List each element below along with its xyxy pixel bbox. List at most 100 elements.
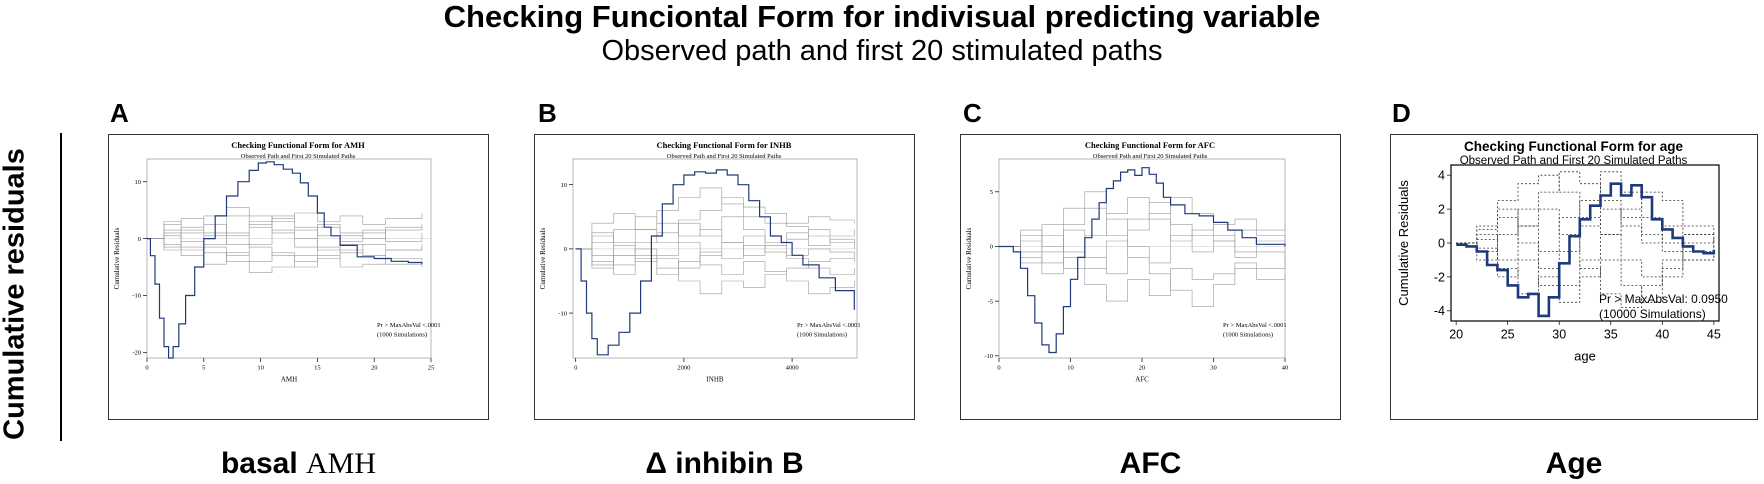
simulated-path (999, 246, 1286, 302)
chart-b: Checking Functional Form for INHB Observe… (539, 140, 861, 384)
chart-title: Checking Functional Form for age (1464, 139, 1684, 154)
caption-c: AFC (960, 447, 1341, 481)
x-tick-label: 5 (202, 365, 205, 372)
pvalue-annotation: (10000 Simulations) (1599, 307, 1706, 321)
y-axis-label: Cumulative Residuals (965, 227, 973, 289)
simulated-path (1456, 174, 1715, 278)
pvalue-annotation: (1000 Simulations) (377, 332, 427, 339)
x-tick-label: 35 (1604, 328, 1618, 342)
panel-c: Checking Functional Form for AFC Observed… (960, 134, 1341, 420)
simulated-path (147, 221, 423, 248)
simulated-path (147, 207, 423, 239)
simulated-path (1456, 191, 1715, 286)
y-axis-label: Cumulative Residuals (113, 227, 121, 289)
pvalue-annotation: Pr > MaxAbsVal <.0001 (377, 322, 441, 329)
chart-subtitle: Observed Path and First 20 Simulated Pat… (241, 153, 356, 160)
chart-title: Checking Functional Form for AFC (1085, 140, 1215, 150)
y-tick-label: 0 (1438, 236, 1445, 250)
figure-title: Checking Funciontal Form for indivisual … (443, 0, 1321, 34)
plot-frame (146, 158, 432, 359)
simulated-path (147, 215, 423, 251)
x-tick-label: 20 (371, 365, 378, 372)
simulated-path (575, 235, 855, 275)
y-tick-label: 5 (990, 189, 993, 196)
y-tick-label: 0 (990, 244, 993, 251)
x-tick-label: 2000 (677, 365, 690, 372)
y-axis-label: Cumulative Residuals (539, 227, 547, 289)
y-tick-label: -20 (132, 350, 141, 357)
panel-letter-b: B (538, 98, 557, 128)
simulated-path (999, 197, 1286, 275)
y-tick-label: -10 (132, 293, 141, 300)
panel-letter-d: D (1392, 98, 1411, 128)
chart-a: Checking Functional Form for AMH Observed… (113, 140, 441, 384)
x-tick-label: 4000 (786, 365, 799, 372)
x-tick-label: 10 (1067, 365, 1074, 372)
x-axis-label: age (1574, 349, 1596, 364)
y-axis-label: Cumulative Residuals (1396, 180, 1411, 306)
x-tick-label: 0 (997, 365, 1000, 372)
chart-title: Checking Functional Form for INHB (657, 140, 792, 150)
simulated-path (575, 197, 855, 266)
x-tick-label: 15 (314, 365, 321, 372)
observed-path (1456, 182, 1716, 318)
y-axis-label: Cumulative residuals (0, 148, 31, 440)
y-tick-label: -10 (984, 353, 993, 360)
y-tick-label: 0 (138, 236, 141, 243)
simulated-path (575, 248, 855, 295)
y-tick-label: 0 (564, 246, 567, 253)
caption-d: Age (1390, 447, 1758, 481)
x-axis-label: INHB (706, 376, 723, 384)
chart-title: Checking Functional Form for AMH (231, 140, 365, 150)
x-tick-label: 30 (1552, 328, 1566, 342)
caption-a: basal AMH (108, 447, 489, 481)
simulated-path (147, 238, 423, 268)
x-tick-label: 20 (1139, 365, 1146, 372)
x-tick-label: 25 (428, 365, 435, 372)
observed-path (147, 161, 423, 359)
y-tick-label: -4 (1434, 304, 1445, 318)
y-tick-label: 2 (1438, 202, 1445, 216)
simulated-path (1456, 171, 1715, 261)
panel-b: Checking Functional Form for INHB Observe… (534, 134, 915, 420)
panel-d: Checking Functional Form for age Observed… (1390, 134, 1758, 420)
x-tick-label: 30 (1210, 365, 1217, 372)
simulated-path (575, 242, 855, 295)
simulated-path (575, 187, 855, 250)
simulated-path (1456, 208, 1715, 308)
caption-d-main: Age (1545, 447, 1603, 480)
simulated-path (147, 212, 423, 239)
x-tick-label: 10 (257, 365, 264, 372)
pvalue-annotation: Pr > MaxAbsVal <.0001 (1223, 322, 1287, 329)
caption-b: Δ inhibin B (534, 447, 915, 481)
x-tick-label: 45 (1707, 328, 1721, 342)
pvalue-annotation: (1000 Simulations) (797, 332, 847, 339)
chart-subtitle: Observed Path and First 20 Simulated Pat… (1460, 155, 1688, 167)
x-axis-label: AFC (1135, 376, 1149, 384)
x-tick-label: 0 (574, 365, 577, 372)
observed-path (999, 167, 1286, 354)
y-tick-label: -10 (558, 310, 567, 317)
panel-letter-c: C (963, 98, 982, 128)
x-tick-label: 20 (1449, 328, 1463, 342)
simulated-path (1456, 171, 1715, 252)
y-tick-label: 10 (561, 182, 568, 189)
x-tick-label: 0 (145, 365, 148, 372)
pvalue-annotation: Pr > MaxAbsVal: 0.0950 (1599, 292, 1728, 306)
panel-a: Checking Functional Form for AMH Observed… (108, 134, 489, 420)
y-tick-label: 10 (135, 179, 142, 186)
simulated-path (1456, 242, 1715, 303)
caption-a-main: AMH (306, 447, 377, 480)
y-tick-label: -2 (1434, 270, 1445, 284)
simulated-path (147, 229, 423, 256)
caption-c-main: AFC (1119, 447, 1182, 480)
chart-subtitle: Observed Path and First 20 Simulated Pat… (667, 153, 782, 160)
caption-a-prefix: basal (220, 447, 307, 480)
pvalue-annotation: (1000 Simulations) (1223, 332, 1273, 339)
chart-c: Checking Functional Form for AFC Observed… (965, 140, 1288, 384)
simulated-path (999, 191, 1286, 247)
plot-frame (572, 158, 858, 359)
simulated-path (575, 216, 855, 256)
y-tick-label: -5 (988, 298, 993, 305)
y-axis-divider (60, 133, 62, 441)
